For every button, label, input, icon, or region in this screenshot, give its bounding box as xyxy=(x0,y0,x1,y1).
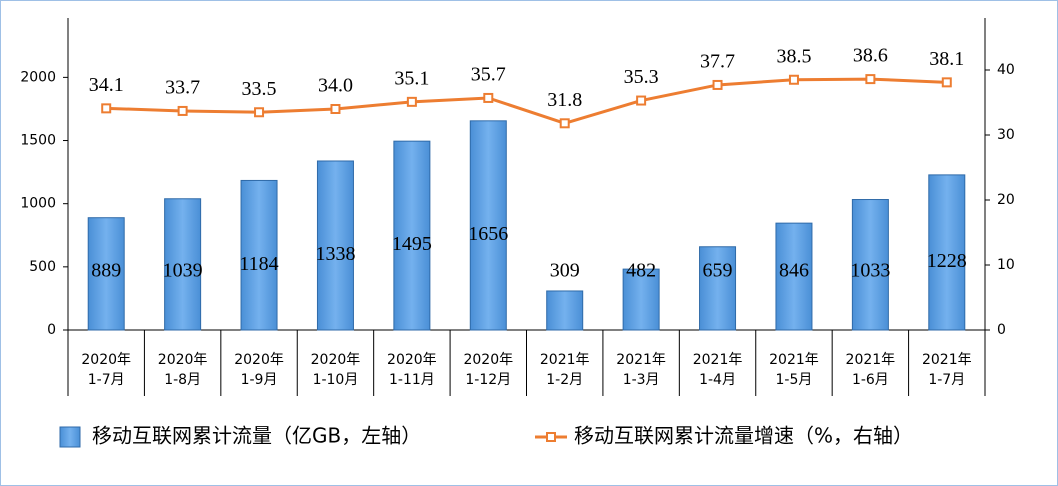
y-tick-label: 1000 xyxy=(20,196,56,212)
line-value-label: 37.7 xyxy=(700,51,735,73)
line-value-label: 34.0 xyxy=(318,75,353,97)
line-value-label: 38.5 xyxy=(776,45,811,67)
bar-value-label: 309 xyxy=(550,260,580,282)
legend-label: 移动互联网累计流量（亿GB，左轴） xyxy=(92,424,421,448)
x-tick-label: 2020年 1-8月 xyxy=(158,352,208,388)
bar xyxy=(775,222,813,331)
line-marker xyxy=(788,74,799,85)
y2-tick-label: 40 xyxy=(997,62,1015,78)
bar-value-label: 889 xyxy=(91,260,121,282)
line-value-label: 35.7 xyxy=(471,64,506,86)
line-marker xyxy=(636,95,647,106)
y2-tick-label: 10 xyxy=(997,257,1015,273)
bar-value-label: 1228 xyxy=(927,250,967,272)
bar xyxy=(87,217,125,331)
x-tick-label: 2021年 1-7月 xyxy=(922,352,972,388)
bar xyxy=(240,179,278,331)
bar xyxy=(928,174,966,331)
bar xyxy=(622,268,660,331)
line-value-label: 33.5 xyxy=(242,78,277,100)
line-marker xyxy=(177,105,188,116)
bar-value-label: 659 xyxy=(703,260,733,282)
line-value-label: 38.6 xyxy=(853,45,888,67)
line-value-label: 35.1 xyxy=(394,67,429,89)
bar xyxy=(393,140,431,331)
legend-swatch xyxy=(59,426,81,448)
y2-tick-label: 20 xyxy=(997,192,1015,208)
line-marker xyxy=(406,96,417,107)
bar xyxy=(699,246,737,331)
line-marker xyxy=(330,104,341,114)
line-marker xyxy=(941,77,952,88)
line-value-label: 38.1 xyxy=(929,48,964,70)
line-value-label: 35.3 xyxy=(624,66,659,88)
line-marker xyxy=(254,107,265,118)
y-tick-label: 1500 xyxy=(20,133,56,149)
legend-label: 移动互联网累计流量增速（%，右轴） xyxy=(574,424,913,448)
bar xyxy=(546,290,584,331)
y-tick-label: 0 xyxy=(47,322,56,338)
x-tick-label: 2021年 1-6月 xyxy=(846,352,896,388)
line-marker xyxy=(865,74,876,85)
bar-value-label: 1656 xyxy=(468,223,508,245)
legend-marker xyxy=(546,432,556,442)
bar-value-label: 1033 xyxy=(850,260,890,282)
line-value-label: 34.1 xyxy=(89,74,124,96)
x-tick-label: 2021年 1-2月 xyxy=(540,352,590,388)
bar xyxy=(316,160,354,331)
x-tick-label: 2020年 1-12月 xyxy=(463,352,513,388)
y-tick-label: 500 xyxy=(29,259,56,275)
bar xyxy=(164,198,202,331)
y2-tick-label: 30 xyxy=(997,127,1015,143)
x-tick-label: 2020年 1-10月 xyxy=(311,352,361,388)
bar-value-label: 1039 xyxy=(163,260,203,282)
line-value-label: 31.8 xyxy=(547,89,582,111)
x-tick-label: 2020年 1-7月 xyxy=(81,352,131,388)
line xyxy=(106,77,947,125)
bar-value-label: 1495 xyxy=(392,233,432,255)
line-value-label: 33.7 xyxy=(165,77,200,99)
x-tick-label: 2021年 1-3月 xyxy=(616,352,666,388)
y2-tick-label: 0 xyxy=(997,322,1006,338)
bar-value-label: 482 xyxy=(626,260,656,282)
x-tick-label: 2020年 1-9月 xyxy=(234,352,284,388)
line-marker xyxy=(483,92,494,103)
x-tick-label: 2020年 1-11月 xyxy=(387,352,437,388)
bar-value-label: 1338 xyxy=(315,243,355,265)
x-tick-label: 2021年 1-4月 xyxy=(693,352,743,388)
bar-value-label: 1184 xyxy=(239,253,278,275)
line-marker xyxy=(559,118,570,129)
line-marker xyxy=(712,79,723,90)
line-marker xyxy=(101,103,112,114)
y-tick-label: 2000 xyxy=(20,69,56,85)
bar xyxy=(469,120,507,331)
x-tick-label: 2021年 1-5月 xyxy=(769,352,819,388)
bar-value-label: 846 xyxy=(779,260,809,282)
bar xyxy=(851,199,889,331)
